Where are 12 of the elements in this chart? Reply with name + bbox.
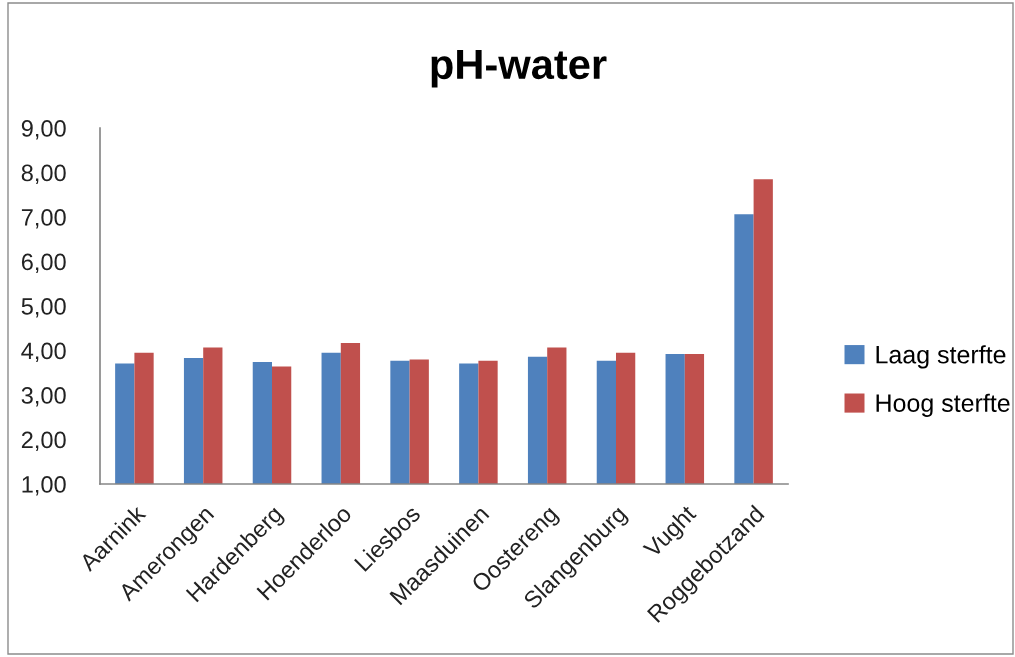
y-tick-label: 7,00 (21, 209, 66, 229)
y-tick-label: 3,00 (21, 387, 66, 407)
y-tick-label: 6,00 (21, 253, 66, 274)
y-tick-label: 9,00 (21, 120, 66, 140)
chart-title: pH-water (431, 50, 607, 88)
y-tick-label: 8,00 (21, 164, 66, 185)
legend-label: Laag sterfte (876, 345, 1006, 369)
y-tick-label: 2,00 (21, 431, 66, 452)
legend-label: Hoog sterfte (876, 393, 1010, 417)
y-tick-label: 5,00 (21, 298, 66, 318)
y-tick-label: 1,00 (22, 476, 66, 496)
y-tick-label: 4,00 (21, 342, 66, 363)
